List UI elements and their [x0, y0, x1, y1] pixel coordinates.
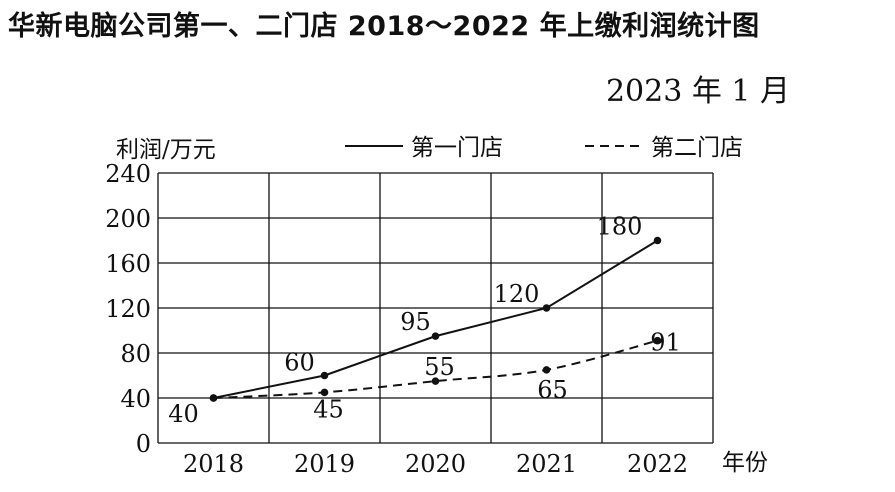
x-axis-title: 年份: [722, 450, 768, 476]
legend-label-2: 第二门店: [651, 135, 743, 161]
axes: 0 40 80 120 160 200 240 2018 2019 2020 2021 2022 利润/…: [105, 137, 768, 478]
data-point-s2-2021: [542, 366, 551, 374]
data-label-s2-2021: 65: [537, 376, 568, 404]
data-label-s1-2018: 40: [168, 400, 199, 428]
data-point-s1-2022: [653, 236, 662, 245]
y-tick-label: 80: [120, 340, 151, 368]
data-label-s1-2021: 120: [494, 280, 540, 308]
data-label-s2-2019: 45: [313, 395, 344, 423]
y-axis-title: 利润/万元: [116, 137, 216, 163]
data-point-s1-2021: [542, 304, 551, 312]
legend-label-1: 第一门店: [411, 135, 503, 161]
data-label-s1-2020: 95: [400, 308, 431, 336]
y-tick-label: 240: [105, 160, 151, 188]
y-tick-label: 160: [105, 250, 151, 278]
data-point-s1-2019: [320, 371, 329, 380]
x-tick-label: 2020: [405, 450, 466, 478]
data-point-s2-2019: [320, 388, 329, 397]
x-tick-label: 2022: [627, 450, 688, 478]
x-tick-label: 2018: [183, 450, 244, 478]
y-tick-label: 200: [105, 205, 151, 233]
data-label-s2-2020: 55: [424, 353, 455, 381]
legend: 第一门店 第二门店: [345, 135, 743, 161]
chart-date: 2023 年 1 月: [605, 74, 790, 109]
data-point-s1-2020: [431, 332, 440, 340]
series-group: [209, 236, 662, 402]
y-tick-label: 40: [120, 385, 151, 413]
data-point-s2-2022: [653, 336, 662, 345]
data-label-s2-2022: 91: [650, 329, 681, 357]
y-tick-label: 0: [136, 430, 151, 458]
data-labels: 40 60 95 120 180 45 55 65 91: [168, 213, 681, 429]
data-point-s2-2020: [431, 377, 440, 385]
chart-title: 华新电脑公司第一、二门店 2018～2022 年上缴利润统计图: [8, 11, 760, 42]
x-tick-label: 2019: [294, 450, 355, 478]
y-tick-label: 120: [105, 295, 151, 323]
data-point-s2-2018: [209, 394, 218, 402]
x-tick-label: 2021: [516, 450, 577, 478]
data-label-s1-2019: 60: [284, 349, 315, 377]
grid: [157, 172, 714, 444]
data-label-s1-2022: 180: [597, 213, 643, 241]
